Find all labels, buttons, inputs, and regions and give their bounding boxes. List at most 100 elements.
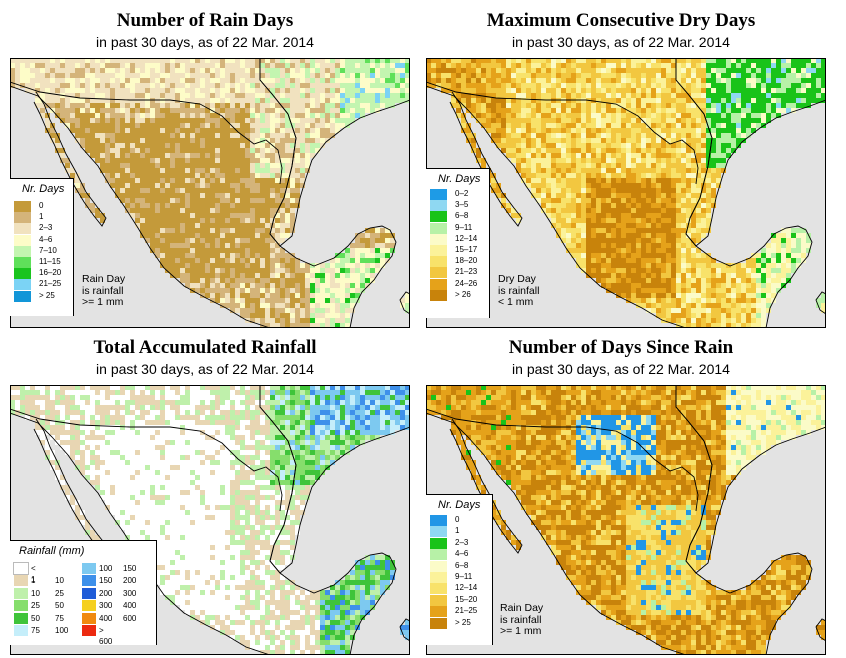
rain-days-map xyxy=(10,58,410,328)
legend-swatch xyxy=(82,600,96,612)
legend-title: Nr. Days xyxy=(438,173,481,185)
panel-dry-days: Maximum Consecutive Dry Days in past 30 … xyxy=(416,10,826,328)
legend-swatch xyxy=(82,612,96,624)
legend-swatch xyxy=(430,189,447,200)
legend-label: 16–20 xyxy=(39,268,62,278)
legend-label: 2–3 xyxy=(39,223,53,233)
dry-days-legend: Nr. Days 0–2 3–5 6–8 9–11 12–14 15–17 18–20 21–… xyxy=(426,168,490,318)
legend-label: 4–6 xyxy=(39,234,53,244)
legend-swatch xyxy=(13,562,29,575)
panel-subtitle: in past 30 days, as of 22 Mar. 2014 xyxy=(512,361,730,377)
legend-range-low: < 1 xyxy=(31,564,36,584)
legend-label: 21–25 xyxy=(455,606,478,616)
land-grid xyxy=(426,385,826,655)
legend-label: 12–14 xyxy=(455,583,478,593)
panel-subtitle: in past 30 days, as of 22 Mar. 2014 xyxy=(96,361,314,377)
panel-rain-days: Number of Rain Days in past 30 days, as … xyxy=(0,10,410,328)
coastlines xyxy=(426,58,826,328)
legend-range-low: 300 xyxy=(99,601,113,611)
legend-swatch xyxy=(430,222,447,234)
panel-title: Number of Rain Days xyxy=(116,10,294,31)
legend-swatch xyxy=(430,583,447,595)
legend-swatch xyxy=(14,268,31,280)
legend-range-low: 150 xyxy=(99,576,113,586)
legend-swatch xyxy=(14,223,31,235)
us-mexico-border xyxy=(426,81,699,185)
legend-swatch xyxy=(430,289,447,301)
legend-label: 18–20 xyxy=(455,256,478,266)
legend-swatch xyxy=(430,572,447,583)
legend-label: 1 xyxy=(455,526,460,536)
map-frame xyxy=(10,385,410,655)
panel-title: Number of Days Since Rain xyxy=(508,337,734,358)
coastlines xyxy=(10,58,410,328)
legend-range-high: 10 xyxy=(55,576,64,586)
panel-title: Total Accumulated Rainfall xyxy=(93,337,317,358)
us-mexico-border xyxy=(10,408,283,512)
legend-swatch xyxy=(14,212,31,224)
panel-subtitle: in past 30 days, as of 22 Mar. 2014 xyxy=(96,34,314,50)
legend-label: > 26 xyxy=(455,289,471,299)
legend-swatch xyxy=(430,278,447,290)
legend-label: > 25 xyxy=(455,617,471,627)
rainfall-legend: Rainfall (mm) < 1 1 10 10 25 25 50 50 75 75 100 10… xyxy=(10,540,157,646)
legend-label: 12–14 xyxy=(455,233,478,243)
legend-swatch xyxy=(14,257,31,268)
legend-swatch xyxy=(82,625,96,636)
dry-day-note: Dry Day is rainfall < 1 mm xyxy=(498,273,540,308)
legend-label: 3–5 xyxy=(455,200,469,210)
legend-title: Nr. Days xyxy=(438,499,481,511)
legend-range-low: 100 xyxy=(99,564,113,573)
us-mexico-border xyxy=(426,408,699,512)
legend-range-high: 300 xyxy=(123,588,137,598)
legend-range-low: 200 xyxy=(99,588,113,598)
legend-label: 15–17 xyxy=(455,245,478,254)
legend-swatch xyxy=(14,290,31,302)
panel-subtitle: in past 30 days, as of 22 Mar. 2014 xyxy=(512,34,730,50)
legend-swatch xyxy=(14,625,28,636)
legend-swatch xyxy=(430,526,447,538)
legend-label: 7–10 xyxy=(39,245,57,255)
legend-range-high: 150 xyxy=(123,564,137,573)
legend-swatch xyxy=(430,617,447,629)
coastlines xyxy=(426,385,826,655)
legend-swatch xyxy=(14,575,28,587)
legend-title: Nr. Days xyxy=(22,183,65,195)
legend-range-low: > 600 xyxy=(99,626,113,646)
legend-swatch xyxy=(430,606,447,618)
legend-label: 0–2 xyxy=(455,189,469,198)
legend-swatch xyxy=(14,234,31,246)
legend-swatch xyxy=(82,563,96,574)
legend-swatch xyxy=(430,200,447,212)
legend-label: 24–26 xyxy=(455,278,478,288)
legend-range-low: 50 xyxy=(31,613,40,623)
land-grid xyxy=(10,58,410,328)
panel-rainfall: Total Accumulated Rainfall in past 30 da… xyxy=(0,337,410,655)
legend-swatch xyxy=(430,515,447,526)
legend-label: 21–23 xyxy=(455,267,478,277)
legend-range-high: 200 xyxy=(123,576,137,586)
legend-range-low: 400 xyxy=(99,613,113,623)
legend-swatch xyxy=(14,612,28,624)
legend-swatch xyxy=(14,201,31,212)
legend-swatch xyxy=(14,245,31,257)
rain-day-note: Rain Day is rainfall >= 1 mm xyxy=(82,273,126,308)
legend-label: 0 xyxy=(39,201,44,210)
legend-label: 6–8 xyxy=(455,211,469,221)
legend-label: 0 xyxy=(455,515,460,524)
legend-label: 9–11 xyxy=(455,572,473,581)
legend-swatch xyxy=(430,256,447,268)
days-since-legend: Nr. Days 0 1 2–3 4–6 6–8 9–11 12–14 15–20 21–25 >… xyxy=(426,494,493,645)
legend-title: Rainfall (mm) xyxy=(19,545,85,557)
rain-days-legend: Nr. Days 0 1 2–3 4–6 7–10 11–15 16–20 21–25 > 25 xyxy=(10,178,74,316)
panel-title: Maximum Consecutive Dry Days xyxy=(486,10,756,31)
legend-range-low: 1 xyxy=(31,576,36,586)
legend-swatch xyxy=(430,560,447,572)
legend-swatch xyxy=(430,211,447,223)
legend-swatch xyxy=(14,600,28,612)
legend-label: 21–25 xyxy=(39,279,62,289)
legend-label: 9–11 xyxy=(455,222,473,232)
legend-swatch xyxy=(430,245,447,256)
legend-range-high: 100 xyxy=(55,626,69,635)
map-canvas xyxy=(10,58,410,328)
